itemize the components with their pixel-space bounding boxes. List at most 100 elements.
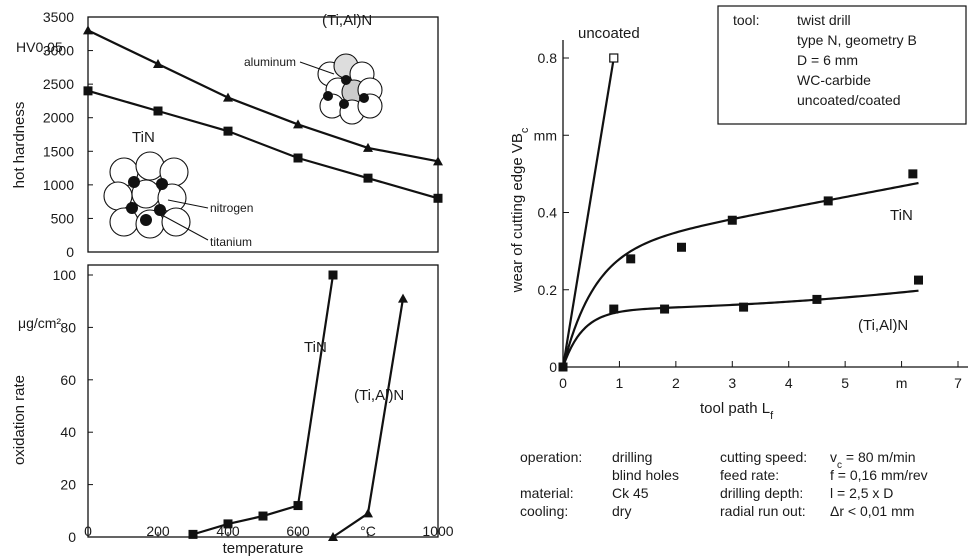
tool-line-2: type N, geometry B [797,32,917,48]
oxidation-x-tick-label: 600 [286,523,310,539]
oxidation-x-tick-label: 200 [146,523,170,539]
oxidation-y-tick-label: 40 [60,424,76,440]
titanium-label: titanium [210,235,252,249]
oxidation-axis-label: oxidation rate [11,375,28,465]
oxidation-panel: 0 20 40 60 80 100 0 200 400 600 °C 1000 μg/cm² oxi… [11,264,454,557]
nitrogen-label: nitrogen [210,201,253,215]
oxidation-point [188,529,198,539]
tin-wear-label: TiN [890,207,913,224]
hardness-axis-label: hot hardness [11,102,28,189]
wear-point [908,169,918,179]
wear-y-tick-label: 0.8 [538,50,558,66]
tin-hardness-label: TiN [132,129,155,146]
oxidation-plot-frame [87,264,439,538]
wear-x-tick-label: m [896,375,908,391]
tool-line-3: D = 6 mm [797,52,858,68]
tialn-crystal-structure [317,53,383,125]
oxidation-x-tick-label: 400 [216,523,240,539]
hardness-y-tick-label: 500 [51,210,75,226]
wear-x-tick-label: 7 [954,375,962,391]
oxidation-point [258,511,268,521]
oxidation-x-tick-label: 0 [84,523,92,539]
tin-crystal-structure [103,151,191,239]
tin-oxidation-label: TiN [304,339,327,356]
wear-point [609,304,619,314]
wear-point [812,294,822,304]
aluminum-label: aluminum [244,55,296,69]
hardness-point [433,156,443,166]
wear-y-tick-label: 0.2 [538,282,558,298]
oxidation-y-ticks: 0 20 40 60 80 100 [53,267,93,545]
hardness-y-tick-label: 3000 [43,43,74,59]
oxidation-point [363,508,373,518]
hardness-point [293,119,303,129]
condition-key-3: material: [520,485,574,501]
hardness-line-1 [87,89,439,200]
oxidation-line-1 [332,298,405,538]
condition-val-4: dry [612,503,631,519]
hardness-series [83,25,443,203]
wear-y-tick-label: 0.4 [538,205,558,221]
hardness-point [83,25,93,35]
temperature-axis-label: temperature [223,540,304,557]
hardness-point [223,126,233,136]
oxidation-point [398,293,408,303]
wear-curve-1 [561,181,919,368]
wear-y-ticks: 0 0.2 0.4 mm 0.8 [534,50,569,375]
wear-x-tick-label: 0 [559,375,567,391]
hardness-point [223,92,233,102]
hardness-point [363,173,373,183]
wear-point [823,196,833,206]
oxidation-series [188,270,408,541]
oxidation-x-tick-label: °C [360,523,376,539]
oxidation-point [328,270,338,280]
oxidation-y-tick-label: 100 [53,267,77,283]
oxidation-y-tick-label: 60 [60,372,76,388]
oxidation-point [328,532,338,541]
uncoated-label: uncoated [578,25,640,42]
condition-key-4: cooling: [520,503,568,519]
hardness-point [293,153,303,163]
oxidation-line-0 [192,274,335,536]
wear-series [558,53,923,372]
oxidation-y-tick-label: 80 [60,319,76,335]
wear-y-tick-label: mm [534,127,557,143]
wear-point [739,302,749,312]
hardness-line-0 [87,29,439,163]
hardness-y-tick-label: 1500 [43,143,74,159]
wear-x-tick-label: 4 [785,375,793,391]
oxidation-x-ticks: 0 200 400 600 °C 1000 [84,523,454,539]
tool-path-axis-label: tool path Lf [700,400,774,422]
condition-val-2: blind holes [612,467,679,483]
wear-x-tick-label: 3 [728,375,736,391]
hardness-y-tick-label: 2000 [43,110,74,126]
condition-val-1: drilling [612,449,652,465]
hardness-y-tick-label: 2500 [43,76,74,92]
condition-val-3: Ck 45 [612,485,649,501]
wear-point [660,304,670,314]
hardness-point [153,59,163,68]
oxidation-unit: μg/cm² [18,315,61,331]
oxidation-y-tick-label: 0 [68,529,76,545]
wear-x-tick-label: 2 [672,375,680,391]
wear-point [677,242,686,252]
wear-panel: 0 0.2 0.4 mm 0.8 0 1 2 3 4 5 m 7 wear of cutting ed… [509,5,968,422]
tool-line-4: WC-carbide [797,72,871,88]
param-val-3: l = 2,5 x D [830,485,893,501]
param-key-4: radial run out: [720,503,806,519]
hardness-point [153,106,163,116]
tool-info-box [717,5,967,125]
wear-x-tick-label: 5 [841,375,849,391]
wear-y-tick-label: 0 [549,359,557,375]
wear-point [626,254,636,264]
wear-axis-label: wear of cutting edge VBc [509,127,531,293]
oxidation-x-tick-label: 1000 [422,523,453,539]
wear-x-ticks: 0 1 2 3 4 5 m 7 [559,361,962,391]
param-key-2: feed rate: [720,467,779,483]
hardness-y-tick-label: 3500 [43,9,74,25]
oxidation-point [223,519,233,529]
param-val-1: vc = 80 m/min [830,449,916,471]
wear-curve-0 [561,57,615,368]
tialn-oxidation-label: (Ti,Al)N [354,387,404,404]
